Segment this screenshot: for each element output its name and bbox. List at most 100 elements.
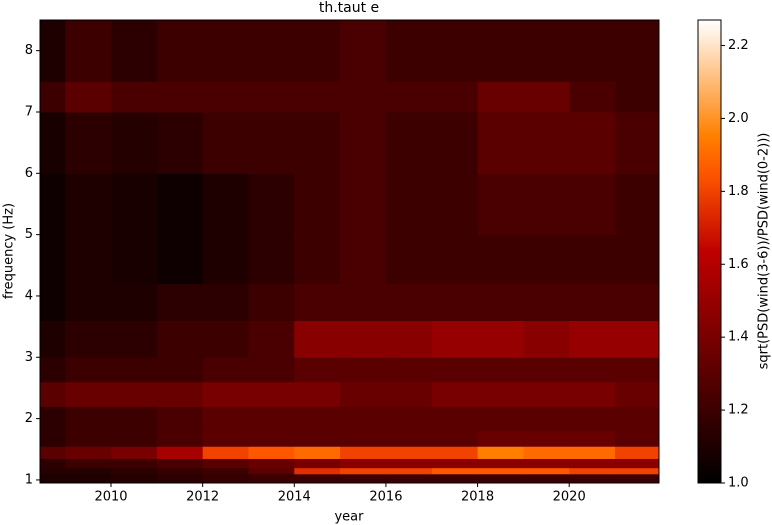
heatmap-cell: [523, 406, 570, 432]
heatmap-cell: [294, 473, 341, 484]
heatmap-cell: [40, 430, 66, 447]
heatmap-cell: [248, 430, 295, 447]
heatmap-cell: [523, 173, 570, 236]
heatmap-cell: [431, 20, 479, 82]
heatmap-cell: [111, 234, 158, 285]
heatmap-cell: [156, 283, 204, 321]
heatmap-cell: [40, 381, 66, 407]
x-tick-label: 2014: [278, 490, 311, 505]
heatmap-cell: [294, 320, 341, 358]
heatmap-cell: [340, 467, 387, 475]
heatmap-cell: [111, 458, 158, 469]
heatmap-cell: [569, 473, 616, 484]
heatmap-cell: [615, 81, 660, 113]
heatmap-cell: [477, 111, 524, 174]
heatmap-cell: [156, 381, 204, 407]
colorbar-tick-label: 1.0: [728, 476, 749, 491]
heatmap-cell: [202, 20, 249, 82]
heatmap-cell: [431, 473, 479, 484]
y-tick-label: 6: [25, 166, 33, 181]
heatmap-cell: [202, 406, 249, 432]
heatmap-cell: [431, 458, 479, 469]
heatmap-cell: [202, 283, 249, 321]
heatmap-cell: [156, 111, 204, 174]
heatmap-cell: [569, 234, 616, 285]
y-tick-label: 2: [25, 411, 33, 426]
heatmap-cell: [431, 283, 479, 321]
heatmap-cell: [523, 381, 570, 407]
heatmap-cell: [615, 173, 660, 236]
heatmap-cell: [111, 430, 158, 447]
heatmap-cell: [156, 357, 204, 383]
heatmap-cell: [294, 234, 341, 285]
heatmap-cell: [111, 283, 158, 321]
colorbar: [697, 19, 722, 484]
heatmap-cell: [65, 20, 112, 82]
heatmap-cell: [65, 173, 112, 236]
heatmap-cell: [40, 234, 66, 285]
heatmap-cell: [111, 357, 158, 383]
heatmap-cell: [431, 320, 479, 358]
heatmap-cell: [523, 473, 570, 484]
heatmap-cell: [248, 446, 295, 459]
heatmap-cell: [523, 283, 570, 321]
heatmap-cell: [385, 381, 433, 407]
heatmap-cell: [202, 473, 249, 484]
heatmap-cell: [431, 406, 479, 432]
heatmap-cell: [385, 234, 433, 285]
heatmap-cell: [477, 20, 524, 82]
heatmap-cell: [569, 430, 616, 447]
heatmap-cell: [477, 173, 524, 236]
heatmap-cell: [615, 406, 660, 432]
heatmap-cell: [523, 81, 570, 113]
heatmap-cell: [523, 20, 570, 82]
heatmap-cell: [248, 81, 295, 113]
heatmap-cell: [294, 111, 341, 174]
heatmap-cell: [340, 283, 387, 321]
y-tick-label: 1: [25, 472, 33, 487]
heatmap-cell: [202, 320, 249, 358]
heatmap-cell: [156, 320, 204, 358]
heatmap-cell: [248, 406, 295, 432]
heatmap-cell: [40, 283, 66, 321]
heatmap-cell: [156, 406, 204, 432]
heatmap-cell: [294, 467, 341, 475]
heatmap-cell: [156, 430, 204, 447]
heatmap-cell: [111, 381, 158, 407]
heatmap-cell: [615, 458, 660, 469]
heatmap-cell: [385, 430, 433, 447]
heatmap-cell: [248, 467, 295, 475]
heatmap-cell: [248, 381, 295, 407]
heatmap-cell: [202, 430, 249, 447]
heatmap-cell: [40, 320, 66, 358]
heatmap-cell: [248, 283, 295, 321]
heatmap-cell: [431, 111, 479, 174]
heatmap-cell: [615, 234, 660, 285]
heatmap-cell: [569, 406, 616, 432]
heatmap-cell: [202, 234, 249, 285]
heatmap-cell: [202, 357, 249, 383]
heatmap-cell: [156, 20, 204, 82]
heatmap-cell: [340, 446, 387, 459]
heatmap-cell: [385, 173, 433, 236]
heatmap-cell: [523, 458, 570, 469]
heatmap-cell: [65, 234, 112, 285]
heatmap-cell: [40, 446, 66, 459]
heatmap-cell: [385, 320, 433, 358]
heatmap-cell: [248, 111, 295, 174]
heatmap-cell: [202, 173, 249, 236]
heatmap-cell: [111, 20, 158, 82]
heatmap-cell: [40, 111, 66, 174]
heatmap-cell: [477, 234, 524, 285]
heatmap-cell: [111, 467, 158, 475]
heatmap-cell: [340, 111, 387, 174]
heatmap-cell: [111, 320, 158, 358]
heatmap-cell: [340, 458, 387, 469]
heatmap-cell: [294, 20, 341, 82]
heatmap-cell: [65, 111, 112, 174]
heatmap-cell: [385, 357, 433, 383]
heatmap-cell: [202, 458, 249, 469]
heatmap-cell: [65, 381, 112, 407]
heatmap-cell: [65, 320, 112, 358]
heatmap-cell: [477, 467, 524, 475]
